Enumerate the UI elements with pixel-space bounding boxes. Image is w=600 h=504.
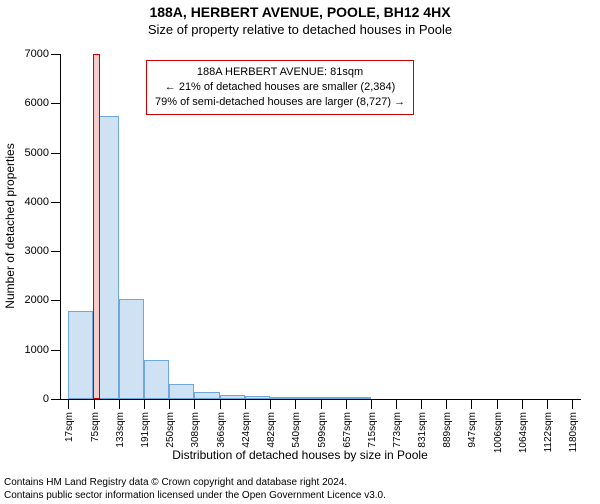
histogram-bar xyxy=(295,397,321,399)
property-annotation-box: 188A HERBERT AVENUE: 81sqm← 21% of detac… xyxy=(146,60,414,115)
y-tick-label: 3000 xyxy=(25,245,49,257)
y-tick xyxy=(51,300,61,301)
y-tick xyxy=(51,202,61,203)
y-tick-label: 4000 xyxy=(25,196,49,208)
histogram-bar xyxy=(68,311,93,399)
y-tick-label: 6000 xyxy=(25,97,49,109)
x-tick-label: 17sqm xyxy=(64,412,75,442)
x-tick-label: 947sqm xyxy=(467,412,478,448)
x-tick-label: 773sqm xyxy=(392,412,403,448)
y-tick xyxy=(51,251,61,252)
x-tick-label: 1064sqm xyxy=(518,412,529,453)
x-tick-label: 482sqm xyxy=(266,412,277,448)
x-tick xyxy=(346,399,347,409)
footer-attribution: Contains HM Land Registry data © Crown c… xyxy=(4,476,596,502)
x-tick-label: 540sqm xyxy=(291,412,302,448)
histogram-bar xyxy=(119,299,144,399)
x-tick-label: 75sqm xyxy=(90,412,101,442)
y-tick xyxy=(51,103,61,104)
x-tick-label: 889sqm xyxy=(442,412,453,448)
x-tick xyxy=(295,399,296,409)
x-tick xyxy=(245,399,246,409)
x-tick xyxy=(421,399,422,409)
x-tick xyxy=(144,399,145,409)
annotation-line-1: 188A HERBERT AVENUE: 81sqm xyxy=(155,65,405,80)
x-tick xyxy=(68,399,69,409)
page-subtitle: Size of property relative to detached ho… xyxy=(0,22,600,37)
x-tick xyxy=(471,399,472,409)
property-marker-bar xyxy=(93,54,100,399)
y-tick-label: 5000 xyxy=(25,147,49,159)
x-axis-label: Distribution of detached houses by size … xyxy=(0,448,600,462)
x-tick xyxy=(194,399,195,409)
histogram-bar xyxy=(144,360,170,399)
x-tick-label: 133sqm xyxy=(115,412,126,448)
histogram-bar xyxy=(321,397,346,399)
x-tick xyxy=(396,399,397,409)
page-title: 188A, HERBERT AVENUE, POOLE, BH12 4HX xyxy=(0,4,600,20)
y-tick xyxy=(51,399,61,400)
x-tick xyxy=(371,399,372,409)
y-tick-label: 0 xyxy=(43,393,49,405)
x-tick xyxy=(94,399,95,409)
x-tick-label: 308sqm xyxy=(190,412,201,448)
x-tick-label: 599sqm xyxy=(317,412,328,448)
x-tick xyxy=(446,399,447,409)
y-tick xyxy=(51,350,61,351)
annotation-line-3: 79% of semi-detached houses are larger (… xyxy=(155,95,405,110)
histogram-bar xyxy=(270,397,295,399)
annotation-line-2: ← 21% of detached houses are smaller (2,… xyxy=(155,80,405,95)
histogram-bar xyxy=(220,395,245,399)
x-tick-label: 191sqm xyxy=(140,412,151,448)
x-tick xyxy=(522,399,523,409)
chart-plot-area: 0100020003000400050006000700017sqm75sqm1… xyxy=(60,54,581,400)
x-tick-label: 831sqm xyxy=(417,412,428,448)
footer-line-1: Contains HM Land Registry data © Crown c… xyxy=(4,476,596,489)
x-tick xyxy=(572,399,573,409)
footer-line-2: Contains public sector information licen… xyxy=(4,489,596,502)
x-tick-label: 366sqm xyxy=(216,412,227,448)
x-tick xyxy=(497,399,498,409)
histogram-bar xyxy=(346,397,371,399)
x-tick xyxy=(169,399,170,409)
y-tick xyxy=(51,153,61,154)
x-tick xyxy=(220,399,221,409)
x-tick xyxy=(321,399,322,409)
x-tick-label: 1122sqm xyxy=(543,412,554,452)
y-tick-label: 2000 xyxy=(25,294,49,306)
x-tick-label: 715sqm xyxy=(367,412,378,448)
histogram-bar xyxy=(169,384,194,399)
y-tick-label: 1000 xyxy=(25,344,49,356)
x-tick-label: 424sqm xyxy=(241,412,252,448)
histogram-bar xyxy=(245,396,270,399)
x-tick-label: 657sqm xyxy=(342,412,353,448)
x-tick xyxy=(270,399,271,409)
x-tick-label: 250sqm xyxy=(165,412,176,448)
y-tick xyxy=(51,54,61,55)
x-tick-label: 1180sqm xyxy=(568,412,579,452)
y-tick-label: 7000 xyxy=(25,48,49,60)
histogram-bar xyxy=(194,392,219,399)
x-tick-label: 1006sqm xyxy=(493,412,504,453)
y-axis-label: Number of detached properties xyxy=(3,143,17,308)
root: 188A, HERBERT AVENUE, POOLE, BH12 4HX Si… xyxy=(0,4,600,504)
x-tick xyxy=(547,399,548,409)
x-tick xyxy=(119,399,120,409)
